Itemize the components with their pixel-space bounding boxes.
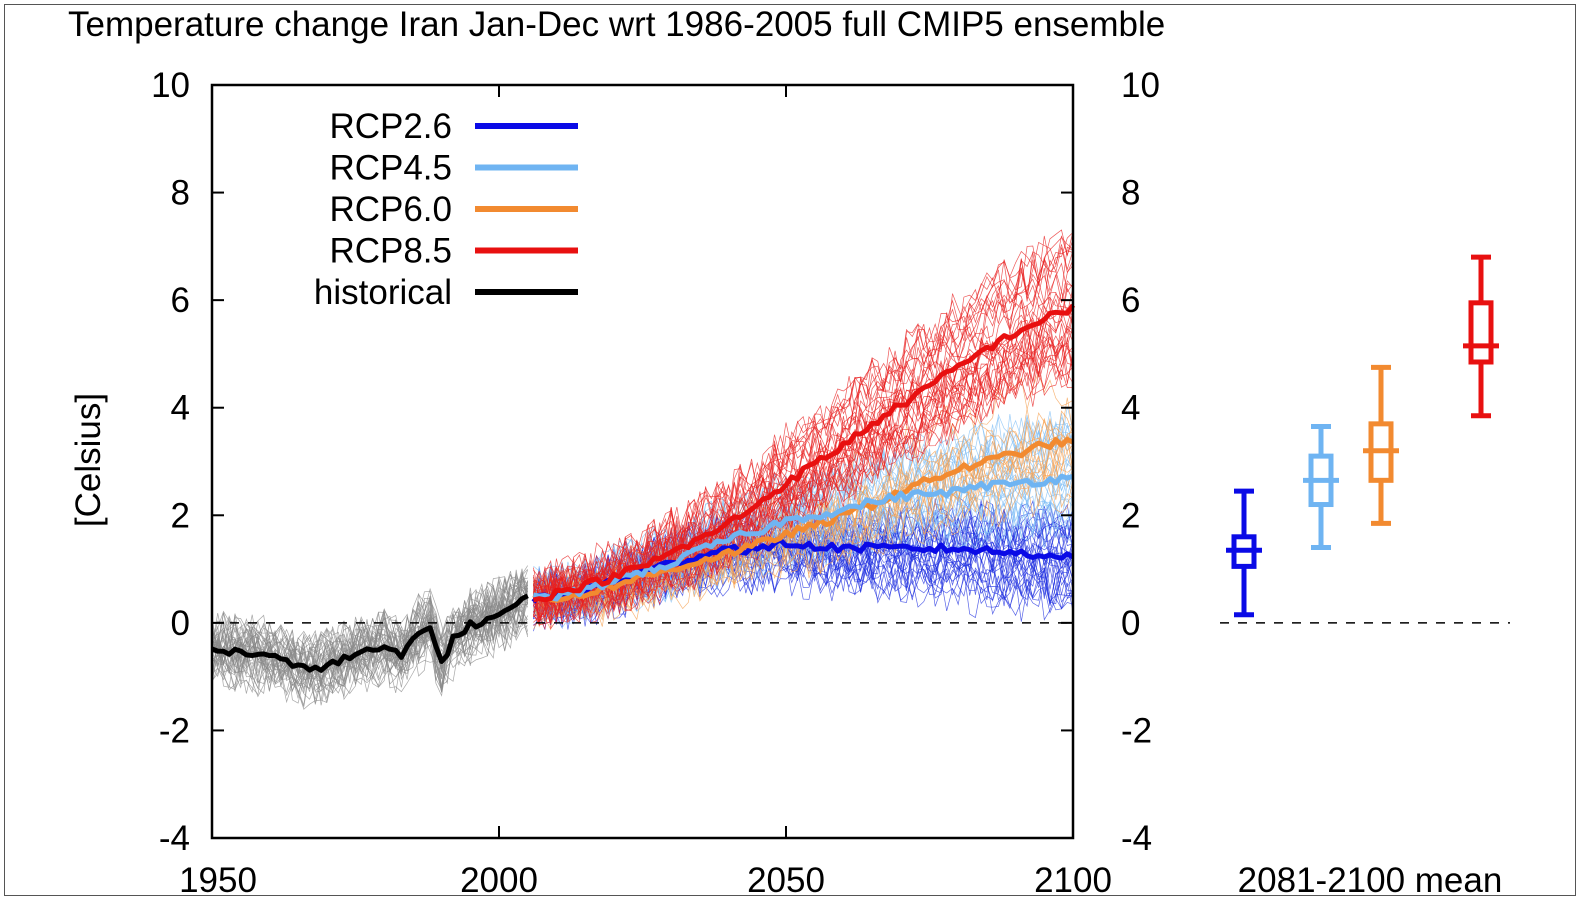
figure-frame	[4, 4, 1576, 896]
y-tick-label-right: 6	[1121, 281, 1140, 320]
ensemble-member-rcp6.0	[533, 461, 1074, 630]
boxplot-rcp6.0	[1363, 364, 1399, 526]
plot-border	[210, 83, 1075, 840]
ensemble-member-rcp8.5	[533, 259, 1074, 613]
legend-label: RCP8.5	[329, 232, 452, 271]
y-tick-label: 0	[171, 604, 190, 643]
x-tick-label: 2050	[747, 861, 825, 900]
y-tick-label-right: -2	[1121, 711, 1152, 750]
legend-label: historical	[314, 273, 452, 312]
y-tick-label: 4	[171, 389, 190, 428]
y-tick-label-right: -4	[1121, 819, 1152, 858]
y-tick-label: 10	[151, 66, 190, 105]
ensemble-member-rcp2.6	[533, 549, 1074, 627]
boxplots	[1226, 254, 1499, 618]
y-tick-label-right: 2	[1121, 496, 1140, 535]
x-tick-label: 1950	[179, 861, 257, 900]
y-tick-label-right: 8	[1121, 174, 1140, 213]
ensemble-member-rcp8.5	[533, 355, 1074, 630]
ensemble-member-historical	[211, 586, 529, 689]
ensemble-member-rcp8.5	[533, 297, 1074, 611]
x-tick-label: 2000	[460, 861, 538, 900]
y-axis-label: [Celsius]	[69, 393, 108, 527]
ensemble-member-rcp2.6	[533, 551, 1074, 632]
y-tick-label: -2	[159, 711, 190, 750]
box	[1468, 300, 1494, 365]
boxplot-label: 2081-2100 mean	[1238, 861, 1503, 900]
mean-line-rcp2.6	[531, 537, 1075, 604]
y-tick-label-right: 10	[1121, 66, 1160, 105]
y-tick-label-right: 0	[1121, 604, 1140, 643]
y-tick-label: 2	[171, 496, 190, 535]
ensemble-member-rcp2.6	[533, 553, 1074, 630]
ensemble-member-rcp8.5	[533, 336, 1074, 626]
ensemble-member-historical	[211, 605, 529, 707]
y-tick-label-right: 4	[1121, 389, 1140, 428]
y-tick-label: 8	[171, 174, 190, 213]
mean-line-rcp8.5	[532, 303, 1076, 603]
ensemble-member-rcp8.5	[533, 241, 1074, 611]
boxplot-rcp4.5	[1303, 424, 1339, 551]
legend-label: RCP6.0	[329, 190, 452, 229]
plot-axes: -4 -4 -2 -2 0 0 2 2 4 4 6 6 8 8 10 10 1950 2000 2050 2100	[151, 66, 1160, 900]
ensemble-member-rcp8.5	[533, 259, 1074, 608]
mean-line-rcp6.0	[532, 437, 1075, 603]
y-tick-label: 6	[171, 281, 190, 320]
ensemble-member-historical	[211, 603, 528, 703]
boxplot-rcp2.6	[1226, 488, 1262, 618]
chart-title: Temperature change Iran Jan-Dec wrt 1986…	[68, 5, 1165, 44]
x-tick-label: 2100	[1034, 861, 1112, 900]
ensemble-member-historical	[211, 584, 529, 693]
boxplot-rcp8.5	[1463, 254, 1499, 419]
legend-label: RCP4.5	[329, 149, 452, 188]
legend-label: RCP2.6	[329, 107, 452, 146]
ensemble-member-historical	[211, 573, 528, 678]
ensemble-member-rcp8.5	[533, 229, 1074, 598]
ensemble-member-rcp8.5	[533, 232, 1074, 599]
ensemble-mean-lines	[211, 303, 1076, 673]
mean-line-historical	[211, 593, 529, 673]
y-tick-label: -4	[159, 819, 190, 858]
